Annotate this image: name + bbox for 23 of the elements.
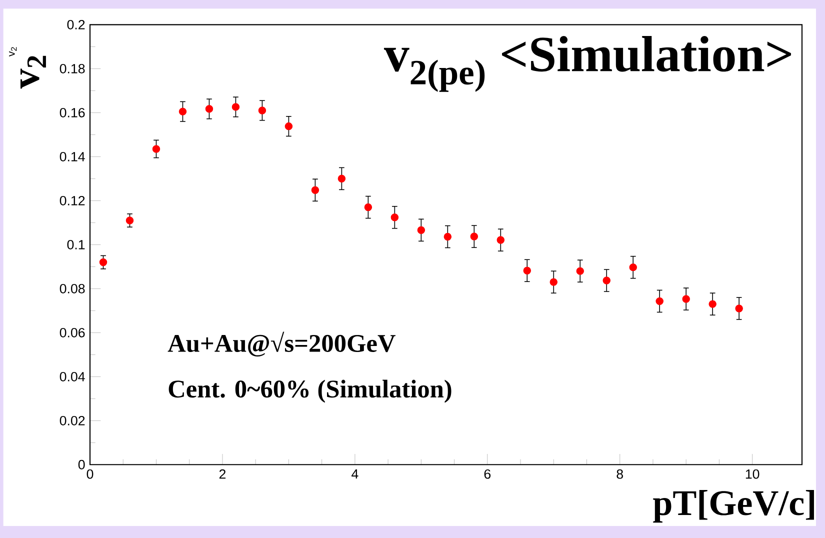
x-tick-label: 0	[86, 469, 94, 479]
y-tick-label: 0.12	[60, 196, 85, 206]
x-tick-label: 10	[746, 469, 760, 479]
y-tick-label: 0.14	[60, 152, 85, 162]
x-axis-title: pT[GeV/c]	[653, 490, 814, 523]
y-tick-label: 0.04	[60, 372, 85, 382]
y-tick-label: 0.06	[60, 328, 85, 338]
chart-title: v$_{2(pe)}$ <Simulation>	[384, 36, 791, 92]
y-axis-title: v$_{2}$	[20, 56, 46, 89]
x-tick-label: 6	[484, 469, 491, 479]
annotation: Cent. 0~60% (Simulation)	[168, 380, 452, 403]
y-tick-label: 0.2	[67, 20, 85, 30]
y-tick-label: 0.08	[60, 284, 85, 294]
x-tick-label: 2	[219, 469, 226, 479]
text: v$_{2}$	[9, 47, 17, 57]
y-tick-label: 0.1	[67, 240, 85, 250]
annotation: Au+Au@√s=200GeV	[168, 332, 396, 357]
x-tick-label: 8	[616, 469, 623, 479]
y-tick-label: 0.16	[60, 108, 85, 118]
y-tick-label: 0	[78, 460, 85, 470]
x-tick-label: 4	[352, 469, 358, 479]
y-tick-label: 0.02	[60, 416, 85, 426]
y-tick-label: 0.18	[60, 64, 85, 74]
